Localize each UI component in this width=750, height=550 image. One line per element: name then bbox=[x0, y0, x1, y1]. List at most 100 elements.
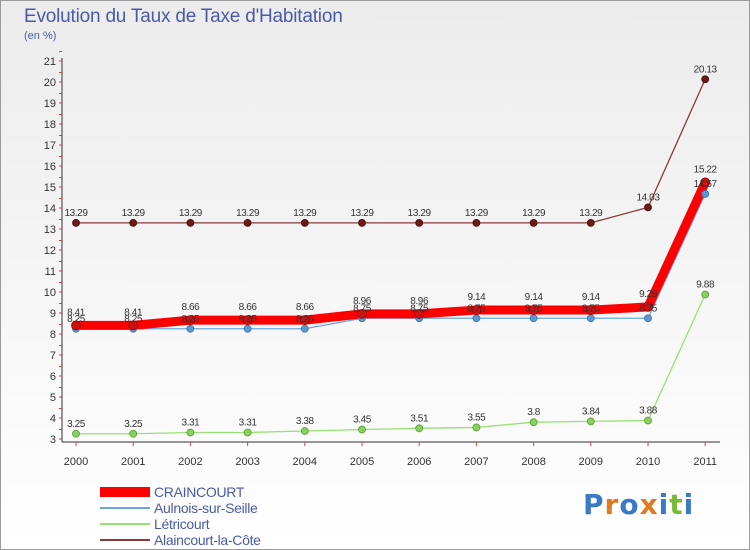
x-tick-label: 2007 bbox=[464, 456, 488, 468]
data-label: 8.25 bbox=[239, 314, 258, 325]
data-point bbox=[644, 314, 652, 323]
data-point bbox=[186, 219, 195, 227]
data-label: 8.66 bbox=[181, 302, 200, 313]
data-point bbox=[529, 418, 538, 427]
y-tick-label: 11 bbox=[45, 266, 56, 278]
y-tick-label: 7 bbox=[50, 350, 56, 362]
logo-letter: x bbox=[639, 488, 659, 521]
data-point bbox=[186, 324, 195, 333]
y-tick-label: 17 bbox=[44, 140, 56, 152]
data-point bbox=[586, 314, 595, 323]
data-point bbox=[586, 219, 595, 227]
y-tick-label: 21 bbox=[44, 56, 56, 68]
data-point bbox=[242, 315, 253, 326]
data-label: 8.66 bbox=[296, 302, 315, 313]
data-label: 8.25 bbox=[67, 314, 86, 325]
data-point bbox=[700, 177, 711, 188]
data-label: 8.96 bbox=[410, 296, 429, 307]
data-label: 8.66 bbox=[239, 302, 258, 313]
y-tick-label: 19 bbox=[44, 98, 56, 110]
data-point bbox=[129, 429, 138, 438]
data-label: 15.22 bbox=[694, 164, 718, 175]
y-tick-label: 4 bbox=[50, 413, 56, 425]
data-point bbox=[71, 320, 81, 331]
data-label: 13.29 bbox=[465, 208, 489, 219]
data-point bbox=[586, 417, 595, 426]
x-tick-label: 2000 bbox=[64, 456, 88, 468]
legend-label-alaincourt: Alaincourt-la-Côte bbox=[154, 532, 261, 548]
y-tick-label: 18 bbox=[44, 119, 56, 131]
legend-swatch-letricourt bbox=[100, 523, 150, 525]
data-label: 3.25 bbox=[67, 419, 86, 430]
data-point bbox=[529, 219, 538, 227]
logo-letter: P bbox=[583, 488, 605, 521]
y-tick-label: 6 bbox=[50, 371, 56, 383]
x-tick-label: 2010 bbox=[636, 456, 660, 468]
data-point bbox=[472, 423, 481, 432]
data-point bbox=[72, 429, 80, 438]
x-tick-label: 2011 bbox=[693, 456, 717, 468]
y-tick-label: 8 bbox=[50, 329, 56, 341]
data-label: 3.25 bbox=[124, 419, 143, 430]
y-tick-label: 10 bbox=[44, 287, 56, 299]
y-tick-label: 16 bbox=[44, 161, 56, 173]
data-point bbox=[472, 219, 481, 227]
data-label: 8.25 bbox=[124, 314, 143, 325]
data-point bbox=[701, 190, 710, 198]
data-label: 3.38 bbox=[296, 416, 315, 427]
data-point bbox=[357, 308, 367, 319]
chart-title: Evolution du Taux de Taxe d'Habitation bbox=[24, 6, 343, 27]
data-point bbox=[415, 424, 424, 433]
data-label: 9.14 bbox=[467, 292, 486, 303]
data-point bbox=[358, 219, 366, 227]
data-label: 3.55 bbox=[467, 412, 486, 423]
proxiti-logo: Proxiti bbox=[583, 488, 694, 521]
data-label: 3.8 bbox=[527, 407, 541, 418]
data-point bbox=[299, 315, 310, 326]
data-label: 8.41 bbox=[67, 307, 86, 318]
data-label: 3.84 bbox=[582, 406, 601, 417]
legend-swatch-alaincourt bbox=[100, 539, 150, 541]
logo-letter: i bbox=[658, 488, 670, 521]
data-label: 8.75 bbox=[467, 303, 486, 314]
legend-swatch-aulnois bbox=[100, 507, 150, 509]
data-point bbox=[300, 219, 309, 227]
data-label: 8.75 bbox=[639, 303, 658, 314]
data-label: 13.29 bbox=[579, 208, 603, 219]
logo-letter: r bbox=[604, 488, 620, 521]
data-point bbox=[243, 324, 252, 333]
y-tick-label: 5 bbox=[50, 392, 56, 404]
x-tick-label: 2003 bbox=[235, 456, 259, 468]
data-point bbox=[185, 315, 196, 326]
data-point bbox=[585, 305, 596, 315]
y-tick-label: 13 bbox=[44, 224, 56, 236]
x-tick-label: 2002 bbox=[178, 456, 202, 468]
legend-label-aulnois: Aulnois-sur-Seille bbox=[154, 500, 258, 516]
data-point bbox=[529, 314, 538, 323]
data-point bbox=[701, 75, 710, 84]
y-tick-label: 15 bbox=[44, 182, 56, 194]
legend-label-letricourt: Létricourt bbox=[154, 516, 210, 532]
data-label: 3.31 bbox=[181, 417, 200, 428]
logo-letter: i bbox=[683, 488, 695, 521]
x-tick-label: 2004 bbox=[293, 456, 317, 468]
data-point bbox=[186, 428, 195, 437]
data-label: 8.96 bbox=[353, 296, 372, 307]
data-label: 8.75 bbox=[582, 303, 601, 314]
legend-label-craincourt: CRAINCOURT bbox=[154, 484, 245, 500]
data-label: 8.25 bbox=[181, 314, 200, 325]
x-tick-label: 2006 bbox=[407, 456, 431, 468]
data-point bbox=[528, 305, 539, 315]
data-label: 13.29 bbox=[179, 208, 203, 219]
chart-subtitle: (en %) bbox=[24, 30, 57, 42]
logo-letter: o bbox=[619, 488, 640, 521]
series-line-2 bbox=[75, 293, 706, 435]
data-point bbox=[129, 219, 138, 227]
legend-swatch-craincourt bbox=[100, 487, 150, 497]
data-point bbox=[644, 416, 652, 425]
logo-letter: t bbox=[669, 488, 684, 521]
y-tick-label: 20 bbox=[44, 77, 56, 89]
x-tick-label: 2005 bbox=[350, 456, 374, 468]
